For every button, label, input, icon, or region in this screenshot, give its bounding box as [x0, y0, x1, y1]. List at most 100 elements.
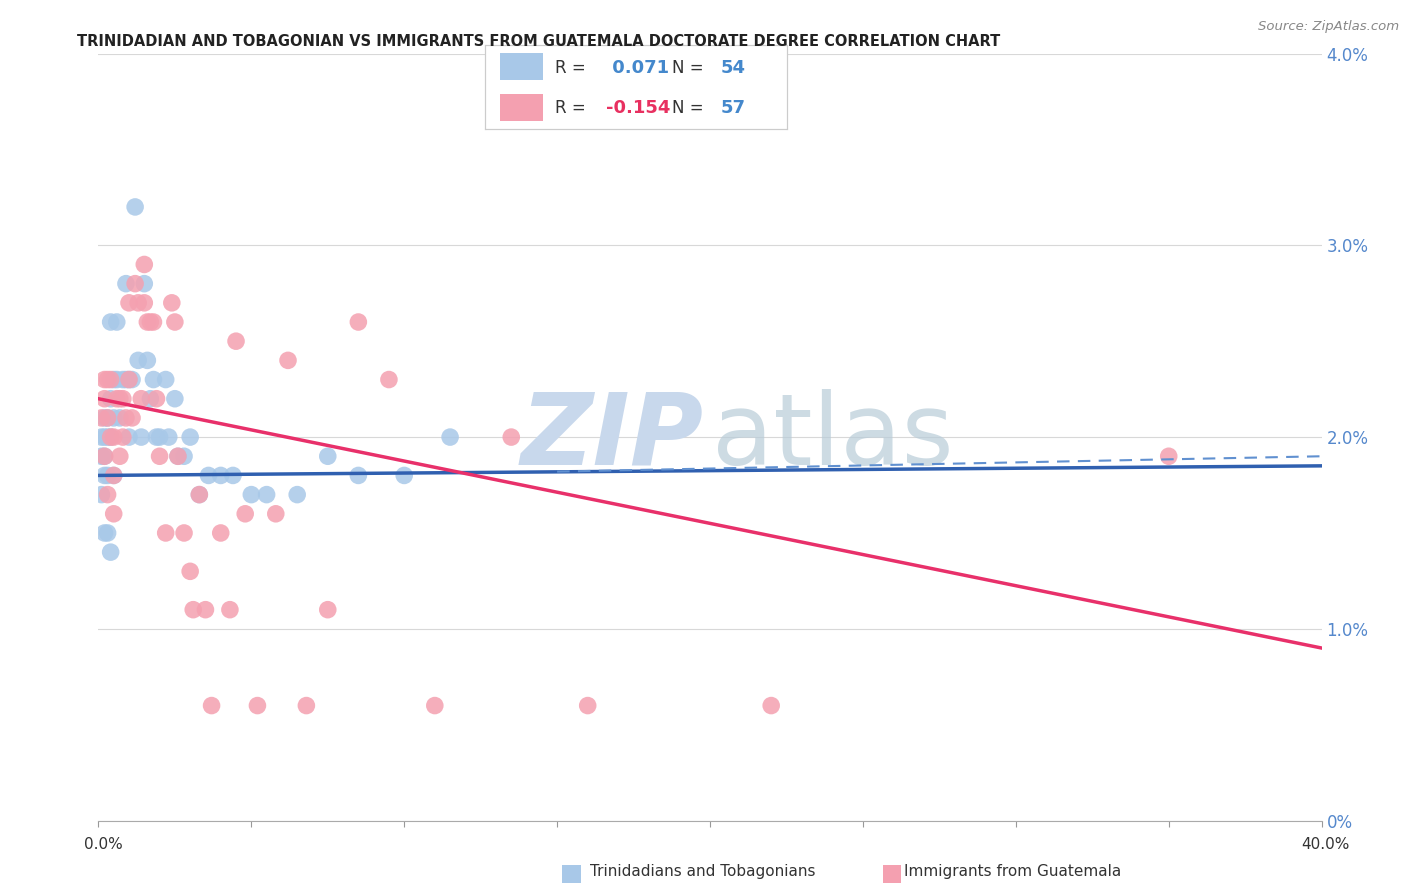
- Point: [423, 698, 446, 713]
- Point: [93, 430, 115, 444]
- Point: [160, 296, 183, 310]
- Point: [100, 430, 122, 444]
- Point: [105, 315, 128, 329]
- Text: 0.071: 0.071: [606, 60, 669, 78]
- Text: Source: ZipAtlas.com: Source: ZipAtlas.com: [1258, 20, 1399, 33]
- Point: [149, 430, 172, 444]
- Point: [124, 277, 146, 291]
- Point: [103, 468, 125, 483]
- Point: [118, 373, 141, 387]
- Point: [209, 468, 232, 483]
- Point: [90, 430, 112, 444]
- Point: [209, 526, 232, 541]
- Text: Trinidadians and Tobagonians: Trinidadians and Tobagonians: [591, 864, 815, 879]
- Point: [97, 468, 120, 483]
- Point: [115, 373, 138, 387]
- Point: [100, 373, 122, 387]
- Point: [219, 603, 242, 617]
- Point: [136, 315, 159, 329]
- Point: [173, 526, 195, 541]
- Point: [167, 450, 190, 464]
- Text: N =: N =: [672, 60, 704, 78]
- Point: [127, 353, 149, 368]
- Point: [134, 258, 156, 272]
- Text: N =: N =: [672, 99, 704, 117]
- Point: [225, 334, 247, 349]
- Point: [103, 373, 125, 387]
- Point: [139, 392, 162, 406]
- Point: [197, 468, 219, 483]
- Point: [105, 373, 128, 387]
- Point: [118, 430, 141, 444]
- Point: [145, 392, 167, 406]
- Point: [139, 315, 162, 329]
- Point: [93, 411, 115, 425]
- Point: [155, 526, 177, 541]
- Point: [134, 296, 156, 310]
- Point: [576, 698, 599, 713]
- Point: [392, 468, 416, 483]
- Point: [222, 468, 245, 483]
- Point: [155, 373, 177, 387]
- Point: [163, 392, 186, 406]
- Point: [1157, 450, 1180, 464]
- Point: [240, 488, 263, 502]
- Text: TRINIDADIAN AND TOBAGONIAN VS IMMIGRANTS FROM GUATEMALA DOCTORATE DEGREE CORRELA: TRINIDADIAN AND TOBAGONIAN VS IMMIGRANTS…: [77, 34, 1001, 49]
- Point: [142, 373, 165, 387]
- Point: [439, 430, 461, 444]
- Point: [118, 373, 141, 387]
- Point: [93, 450, 115, 464]
- Point: [347, 315, 370, 329]
- Point: [115, 411, 138, 425]
- Y-axis label: Doctorate Degree: Doctorate Degree: [0, 368, 7, 506]
- Point: [103, 507, 125, 521]
- Point: [246, 698, 269, 713]
- Point: [179, 565, 201, 579]
- Point: [103, 468, 125, 483]
- Bar: [501, 94, 543, 120]
- Text: 54: 54: [721, 60, 745, 78]
- Point: [97, 526, 120, 541]
- Text: atlas: atlas: [711, 389, 953, 485]
- Point: [97, 430, 120, 444]
- Point: [93, 526, 115, 541]
- Point: [194, 603, 217, 617]
- Point: [108, 392, 131, 406]
- Point: [100, 545, 122, 559]
- Point: [111, 392, 134, 406]
- Point: [97, 411, 120, 425]
- Point: [93, 392, 115, 406]
- Point: [200, 698, 222, 713]
- Point: [149, 450, 172, 464]
- Text: 40.0%: 40.0%: [1302, 838, 1350, 852]
- Point: [127, 296, 149, 310]
- Point: [188, 488, 211, 502]
- Point: [121, 373, 143, 387]
- Point: [188, 488, 211, 502]
- Point: [501, 430, 523, 444]
- Point: [142, 315, 165, 329]
- Point: [118, 296, 141, 310]
- Point: [97, 373, 120, 387]
- Point: [90, 450, 112, 464]
- Point: [103, 430, 125, 444]
- Point: [264, 507, 287, 521]
- Point: [129, 430, 152, 444]
- Point: [103, 411, 125, 425]
- Point: [295, 698, 318, 713]
- Point: [93, 373, 115, 387]
- Point: [181, 603, 204, 617]
- Bar: [501, 54, 543, 80]
- Point: [108, 411, 131, 425]
- Point: [111, 373, 134, 387]
- Point: [93, 450, 115, 464]
- Point: [134, 277, 156, 291]
- Text: 0.0%: 0.0%: [84, 838, 124, 852]
- Point: [129, 392, 152, 406]
- Point: [233, 507, 256, 521]
- Point: [97, 488, 120, 502]
- Point: [173, 450, 195, 464]
- Point: [157, 430, 180, 444]
- Text: 57: 57: [721, 99, 745, 117]
- Point: [108, 450, 131, 464]
